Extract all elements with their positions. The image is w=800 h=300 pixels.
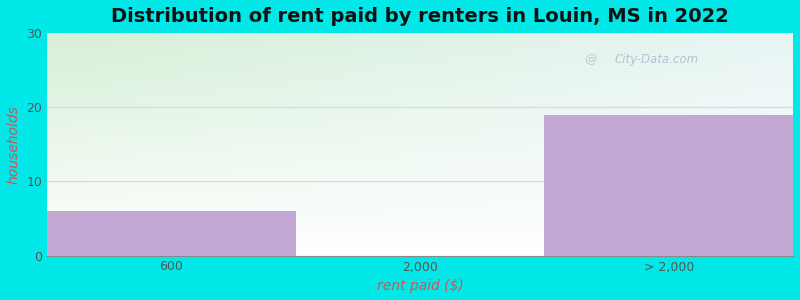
Bar xyxy=(47,211,296,256)
Bar xyxy=(545,115,793,256)
X-axis label: rent paid ($): rent paid ($) xyxy=(377,279,463,293)
Text: @: @ xyxy=(584,53,597,66)
Text: City-Data.com: City-Data.com xyxy=(614,53,698,66)
Title: Distribution of rent paid by renters in Louin, MS in 2022: Distribution of rent paid by renters in … xyxy=(111,7,729,26)
Y-axis label: households: households xyxy=(7,105,21,184)
